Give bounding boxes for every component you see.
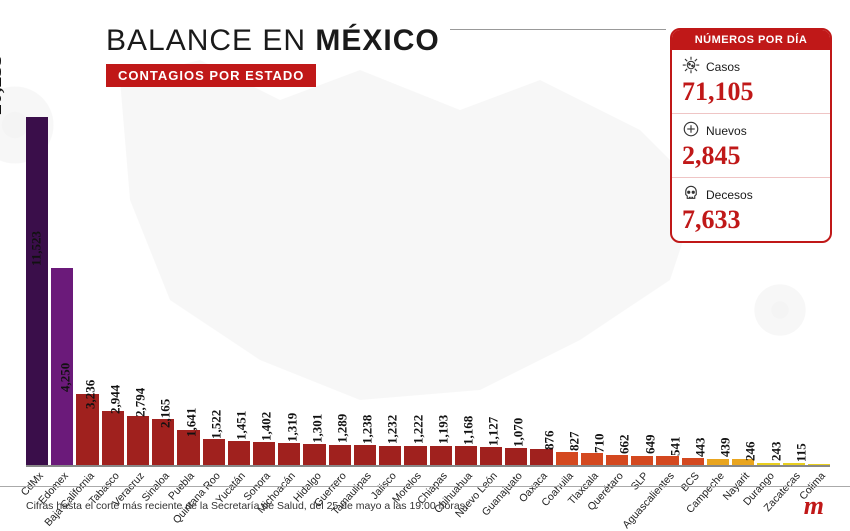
plus-icon <box>682 120 700 141</box>
brand-logo: m <box>804 493 824 519</box>
bar-value: 649 <box>642 434 658 454</box>
chart-baseline <box>26 465 830 467</box>
stat-label: Nuevos <box>682 120 820 141</box>
bar: 1,238 <box>379 446 401 467</box>
bar: 1,451 <box>253 442 275 467</box>
bar-value: 1,451 <box>233 411 249 440</box>
stats-panel: NÚMEROS POR DÍA Casos 71,105 Nuevos 2,845 De… <box>670 28 832 243</box>
bar-column: 11,523Edomex <box>51 67 73 467</box>
bar-column: 1,301Guerrero <box>329 67 351 467</box>
footer: Cifras hasta el corte más reciente de la… <box>0 486 850 519</box>
bar-value: 1,641 <box>183 407 199 436</box>
bar: 1,402 <box>278 443 300 467</box>
bar-value: 243 <box>768 441 784 461</box>
bar-column: 1,522Yucatán <box>228 67 250 467</box>
bar-value: 2,794 <box>133 387 149 416</box>
bar-value: 1,127 <box>486 416 502 445</box>
bar-value: 827 <box>566 431 582 451</box>
bar-column: 1,222Chiapas <box>430 67 452 467</box>
bar-column: 1,070Oaxaca <box>530 67 552 467</box>
bar-column: 827Tlaxcala <box>581 67 603 467</box>
bar-value: 2,944 <box>107 385 123 414</box>
stat-value: 71,105 <box>682 79 820 105</box>
bar-value: 876 <box>541 430 557 450</box>
bar: 1,641 <box>203 439 225 467</box>
bar-value: 246 <box>743 441 759 461</box>
bar-column: 1,289Tamaulipas <box>354 67 376 467</box>
bar-value: 1,522 <box>208 409 224 438</box>
bar-value: 1,193 <box>435 415 451 444</box>
bar: 1,522 <box>228 441 250 467</box>
page-title: BALANCE EN MÉXICO <box>106 24 450 58</box>
bar-column: 1,232Morelos <box>404 67 426 467</box>
bar-value: 3,236 <box>82 380 98 409</box>
skull-icon <box>682 184 700 205</box>
title-bold: MÉXICO <box>315 24 439 57</box>
stat-value: 2,845 <box>682 143 820 169</box>
bar-column: 876Coahuila <box>556 67 578 467</box>
bar-value: 2,165 <box>158 398 174 427</box>
virus-icon <box>682 56 700 77</box>
stat-label: Decesos <box>682 184 820 205</box>
bar-column: 1,319Hidalgo <box>303 67 325 467</box>
bar-value: 710 <box>591 433 607 453</box>
bar-value: 1,402 <box>259 412 275 441</box>
stat-row: Nuevos 2,845 <box>672 114 830 178</box>
bar: 1,301 <box>329 445 351 468</box>
bar-column: 1,238Jalisco <box>379 67 401 467</box>
stat-label-text: Nuevos <box>706 124 747 138</box>
bar-value: 115 <box>793 443 809 462</box>
bar-column: 1,402Michoacán <box>278 67 300 467</box>
bar: 1,319 <box>303 444 325 467</box>
bar-value: 1,319 <box>284 413 300 442</box>
stat-value: 7,633 <box>682 207 820 233</box>
bar-value: 662 <box>617 434 633 454</box>
bar-value: 1,289 <box>334 413 350 442</box>
bar: 2,944 <box>127 416 149 467</box>
stat-row: Decesos 7,633 <box>672 178 830 241</box>
bar: 1,222 <box>430 446 452 467</box>
bar: 1,193 <box>455 446 477 467</box>
bar: 1,232 <box>404 446 426 467</box>
bar-value: 4,250 <box>57 362 73 391</box>
bar-column: 20,235CdMx <box>26 67 48 467</box>
bar-column: 1,168Nuevo León <box>480 67 502 467</box>
bar: 1,289 <box>354 445 376 467</box>
title-light: BALANCE EN <box>106 24 315 57</box>
bar-column: 1,641Quintana Roo <box>203 67 225 467</box>
bar-column: 1,127Guanajuato <box>505 67 527 467</box>
bar: 1,168 <box>480 447 502 467</box>
stat-label-text: Decesos <box>706 188 753 202</box>
bar-column: 1,451Sonora <box>253 67 275 467</box>
bar-column: 1,193Chihuahua <box>455 67 477 467</box>
bar: 3,236 <box>102 411 124 467</box>
bar-value: 1,238 <box>360 414 376 443</box>
stats-header: NÚMEROS POR DÍA <box>672 30 830 50</box>
bar-value: 11,523 <box>29 231 45 266</box>
bar-value: 1,070 <box>511 417 527 446</box>
bar-value: 443 <box>692 438 708 458</box>
stat-label-text: Casos <box>706 60 740 74</box>
bar-value: 1,222 <box>410 415 426 444</box>
bar-value: 1,301 <box>309 413 325 442</box>
bar-value: 1,168 <box>460 416 476 445</box>
bar-value: 1,232 <box>385 414 401 443</box>
bar-value: 20,235 <box>0 55 7 116</box>
footer-source: Cifras hasta el corte más reciente de la… <box>26 500 468 512</box>
stat-label: Casos <box>682 56 820 77</box>
stat-row: Casos 71,105 <box>672 50 830 114</box>
bar-column: 662SLP <box>631 67 653 467</box>
bar-value: 439 <box>717 438 733 458</box>
bar: 20,235 <box>26 117 48 467</box>
bar-value: 541 <box>667 436 683 456</box>
bar-column: 710Querétaro <box>606 67 628 467</box>
